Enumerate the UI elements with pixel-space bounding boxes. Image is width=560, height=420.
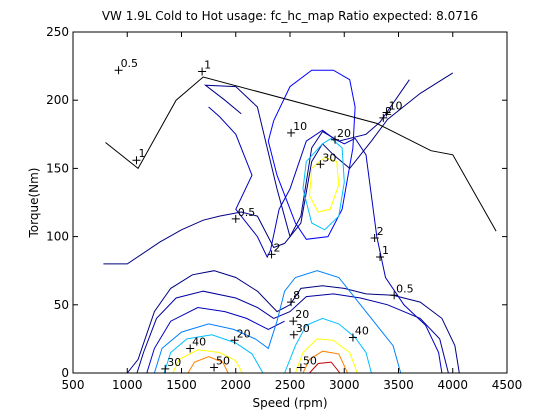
contour-label-marker [376,253,385,262]
contour-label-marker [287,128,296,137]
contour-label: 10 [389,99,403,112]
y-tick-label: 200 [46,93,69,107]
contour-label-marker [132,156,141,165]
contour-line-1 [203,79,410,238]
contour-line-0_5 [126,270,460,374]
contour-label-marker [210,363,219,372]
contour-label-marker [289,330,298,339]
x-axis-label: Speed (rpm) [252,396,327,410]
y-axis-label: Torque(Nm) [27,168,41,239]
y-tick-label: 0 [61,366,69,380]
contour-label: 30 [167,356,181,369]
contour-line-1 [136,290,449,374]
contour-label: 10 [293,120,307,133]
contour-line-20 [302,137,345,231]
contour-label: 50 [216,355,230,368]
contour-line-40 [187,356,229,374]
contour-line-20 [163,334,264,374]
contour-label: 30 [296,322,310,335]
contour-label: 0.5 [396,282,414,295]
contour-label-marker [186,344,195,353]
contour-line-30 [308,157,340,213]
contour-lines [103,69,460,374]
contour-label: 1 [138,147,145,160]
contour-label: 50 [303,355,317,368]
contour-label-marker [370,233,379,242]
contour-label: 30 [322,151,336,164]
contour-label-marker [348,333,357,342]
contour-label-marker [390,291,399,300]
axes: 500 1000 1500 2000 2500 3000 3500 4000 450005010… [46,25,522,392]
contour-line-50 [309,361,341,374]
contour-label-marker [114,66,123,75]
x-tick-label: 3500 [383,378,414,392]
contour-label-marker [382,108,391,117]
contour-line-40 [302,350,348,374]
contour-label: 20 [237,327,251,340]
max-torque-curve [105,76,497,232]
contour-line-20 [284,317,372,374]
contour-label: 0.5 [121,57,139,70]
x-tick-label: 1000 [112,378,143,392]
contour-line-8 [153,270,402,374]
contour-label-marker [198,67,207,76]
contour-line-0_5 [103,72,454,265]
x-tick-label: 2000 [220,378,251,392]
contour-label: 20 [337,127,351,140]
x-tick-label: 500 [62,378,85,392]
x-tick-label: 4000 [437,378,468,392]
contour-label: 2 [274,241,281,254]
contour-label: 1 [382,244,389,257]
contour-line-2 [208,106,443,374]
y-tick-label: 50 [54,298,69,312]
contour-label-marker [289,317,298,326]
contour-label: 0.5 [238,206,256,219]
contour-label-marker [231,214,240,223]
contour-label-marker [296,363,305,372]
chart-title: VW 1.9L Cold to Hot usage: fc_hc_map Rat… [102,9,478,23]
contour-label: 1 [204,59,211,72]
contour-label-marker [379,113,388,122]
contour-line-10 [267,69,356,240]
y-tick-label: 150 [46,161,69,175]
max-torque-line [105,76,497,232]
contour-label-marker [316,160,325,169]
x-tick-label: 2500 [275,378,306,392]
x-tick-label: 3000 [329,378,360,392]
contour-line-2 [146,306,285,374]
contour-label: 2 [385,105,392,118]
contour-label-marker [287,298,296,307]
contour-label-marker [267,250,276,259]
contour-label: 40 [355,325,369,338]
x-tick-label: 1500 [166,378,197,392]
contour-line-30 [294,338,358,374]
contour-label-marker [230,336,239,345]
contour-label: 2 [377,225,384,238]
contour-label-marker [161,364,170,373]
plot-frame [72,31,508,374]
contour-label: 40 [192,335,206,348]
y-tick-label: 100 [46,230,69,244]
contour-line-30 [172,349,243,374]
x-tick-label: 4500 [492,378,523,392]
contour-label: 20 [295,308,309,321]
contour-label-marker [331,135,340,144]
y-tick-label: 250 [46,25,69,39]
contour-label: 8 [293,289,300,302]
